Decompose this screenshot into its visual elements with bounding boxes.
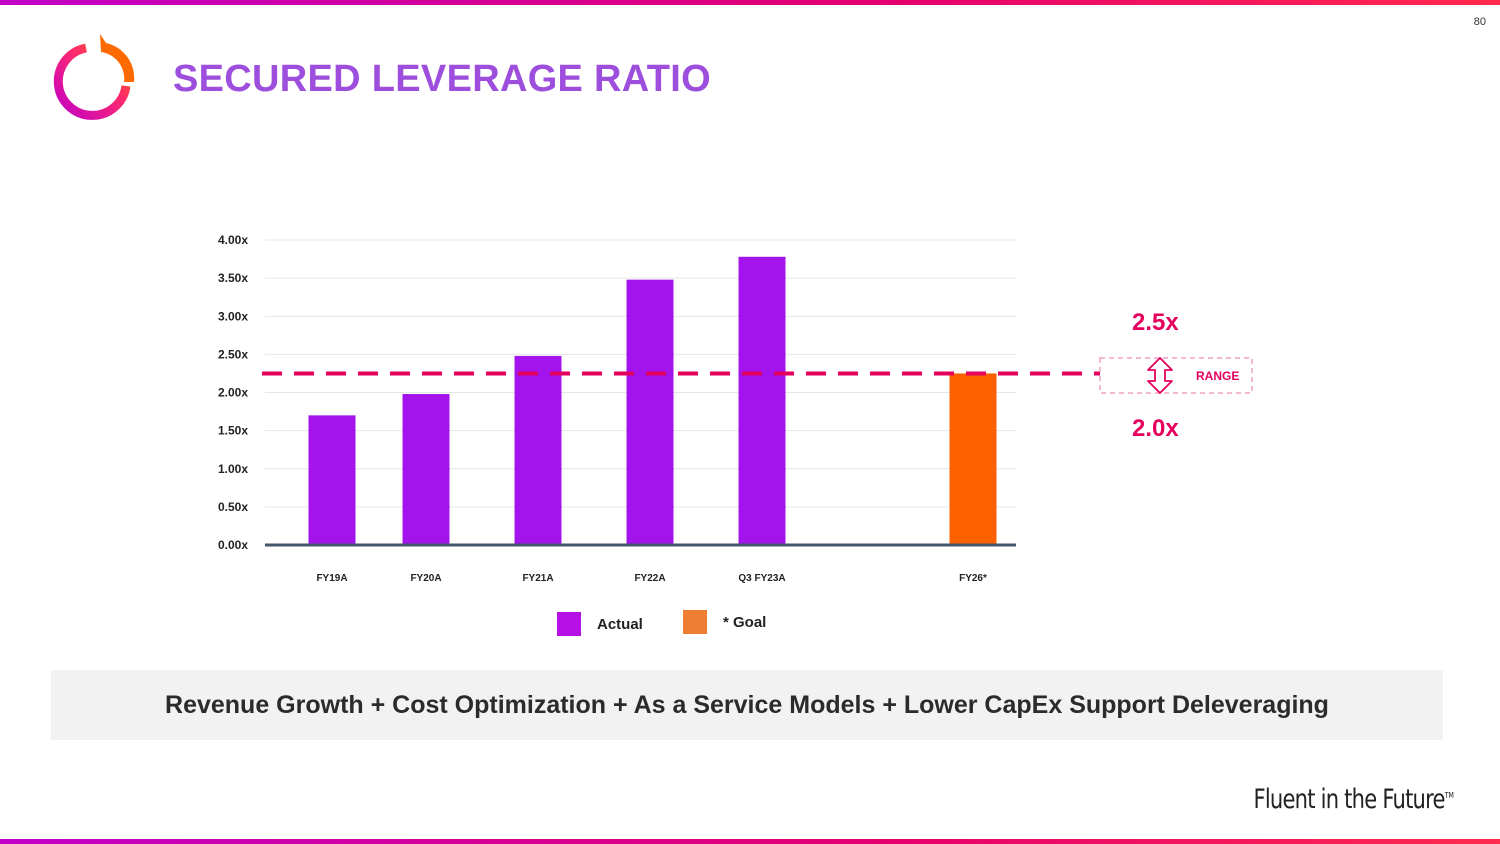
company-logo-icon — [53, 34, 135, 120]
x-tick-label: FY21A — [522, 573, 553, 584]
x-tick-label: FY19A — [316, 573, 347, 584]
bar-fy22a — [626, 279, 674, 545]
y-tick-label: 1.50x — [218, 424, 248, 438]
trademark-mark: TM — [1444, 791, 1454, 800]
top-accent-bar — [0, 0, 1500, 5]
legend-actual: Actual — [557, 611, 643, 637]
tagline: Fluent in the FutureTM — [1254, 784, 1454, 815]
x-tick-label: FY20A — [410, 573, 441, 584]
bar-fy19a — [308, 415, 356, 545]
y-tick-label: 3.50x — [218, 271, 248, 285]
legend-actual-label: Actual — [597, 615, 643, 633]
summary-banner: Revenue Growth + Cost Optimization + As … — [51, 670, 1443, 740]
leverage-bar-chart: 0.00x 0.50x 1.00x 1.50x 2.00x 2.50x 3.00x 3.50x… — [218, 233, 1253, 584]
y-tick-label: 0.50x — [218, 500, 248, 514]
y-tick-label: 1.00x — [218, 462, 248, 476]
bar-q3-fy23a — [738, 256, 786, 545]
legend-goal: * Goal — [683, 609, 766, 635]
legend-goal-label: * Goal — [723, 613, 767, 631]
page-title: SECURED LEVERAGE RATIO — [173, 58, 711, 100]
range-lower-label: 2.0x — [1132, 415, 1179, 442]
range-label: RANGE — [1196, 369, 1239, 383]
legend-actual-swatch — [557, 612, 581, 636]
y-tick-label: 2.50x — [218, 347, 248, 361]
legend-goal-swatch — [683, 610, 707, 634]
double-arrow-icon — [1147, 357, 1173, 394]
y-tick-label: 3.00x — [218, 309, 248, 323]
range-upper-label: 2.5x — [1132, 309, 1179, 336]
tagline-text: Fluent in the Future — [1253, 784, 1446, 815]
y-tick-label: 0.00x — [218, 538, 248, 552]
x-tick-label: FY22A — [634, 573, 665, 584]
x-tick-label: Q3 FY23A — [738, 573, 785, 584]
page-number: 80 — [1473, 16, 1486, 28]
range-box — [1099, 357, 1253, 394]
bar-fy26 — [949, 373, 997, 545]
bottom-accent-bar — [0, 839, 1500, 844]
summary-banner-text: Revenue Growth + Cost Optimization + As … — [165, 690, 1329, 719]
x-tick-label: FY26* — [959, 573, 987, 584]
y-tick-label: 4.00x — [218, 233, 248, 247]
y-tick-label: 2.00x — [218, 386, 248, 400]
bar-fy21a — [514, 355, 562, 545]
bar-fy20a — [402, 394, 450, 545]
